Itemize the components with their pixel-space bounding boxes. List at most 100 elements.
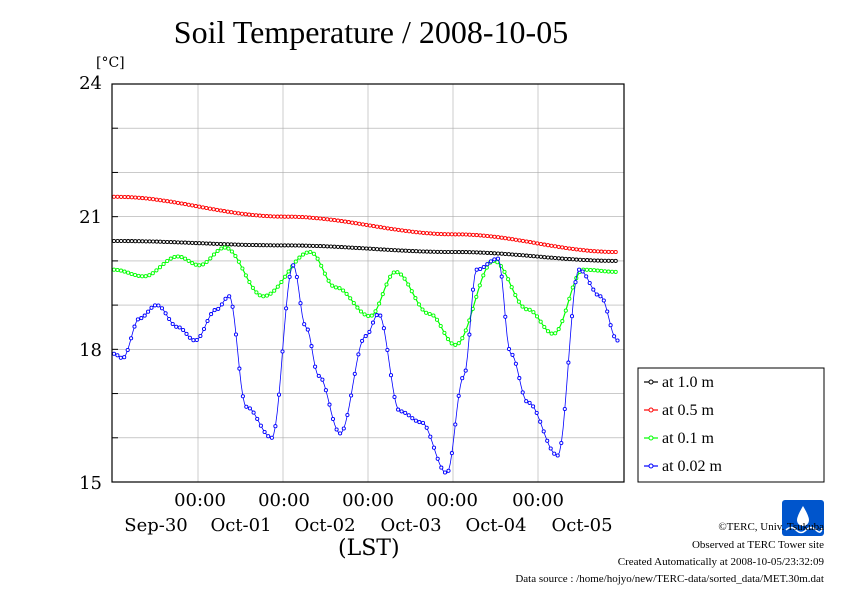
data-point [158, 198, 163, 203]
data-point [560, 245, 565, 250]
data-point [385, 247, 390, 252]
data-point [266, 434, 271, 439]
data-point [139, 316, 144, 321]
data-point [303, 215, 309, 220]
data-point [388, 274, 393, 279]
data-point [613, 258, 618, 263]
data-point [375, 224, 380, 229]
legend-box [637, 367, 825, 483]
data-point [615, 338, 620, 343]
data-point [219, 302, 224, 307]
data-point [524, 253, 529, 258]
data-point [313, 364, 318, 369]
data-point [198, 333, 203, 339]
data-point [186, 202, 191, 207]
data-point [502, 269, 507, 274]
data-point [325, 244, 330, 249]
data-point [378, 313, 383, 318]
data-point [294, 274, 299, 280]
data-point [302, 322, 307, 327]
data-point [584, 267, 589, 272]
data-point [398, 272, 404, 277]
data-point [254, 243, 259, 248]
data-point [271, 214, 277, 219]
data-point [581, 257, 586, 263]
data-point [613, 249, 618, 255]
data-point [172, 240, 177, 245]
data-point [218, 241, 223, 247]
data-point [330, 283, 335, 288]
data-point [567, 296, 572, 301]
data-point [239, 242, 245, 247]
data-point [520, 304, 525, 309]
data-point [279, 279, 284, 285]
data-point [186, 258, 191, 263]
footer-site: Observed at TERC Tower site [691, 539, 824, 551]
data-point [592, 258, 597, 263]
data-point [168, 240, 173, 245]
data-point [268, 291, 273, 296]
data-point [304, 250, 309, 255]
y-tick-label: 15 [79, 473, 102, 494]
data-point [605, 309, 610, 314]
data-point [257, 213, 262, 218]
data-point [456, 393, 461, 398]
data-point [119, 238, 124, 244]
data-point [528, 253, 533, 258]
data-point [399, 248, 405, 253]
data-point [122, 238, 127, 244]
data-point [474, 250, 479, 255]
legend-label: at 0.1 m [662, 430, 715, 447]
series-markers [111, 194, 618, 255]
data-point [492, 234, 497, 239]
data-point [495, 260, 500, 265]
legend: at 1.0 m at 0.5 m at 0.1 m at 0.02 m [637, 367, 825, 483]
data-point [555, 453, 560, 458]
data-point [481, 233, 486, 238]
data-point [531, 310, 536, 315]
data-point [413, 418, 418, 423]
data-point [183, 202, 188, 207]
series-markers [111, 256, 620, 475]
data-point [356, 352, 361, 357]
footer-credit: ©TERC, Univ. Tsukuba [718, 521, 824, 533]
data-point [506, 252, 511, 257]
data-point [111, 238, 117, 244]
data-point [243, 212, 248, 217]
data-point [346, 220, 351, 225]
data-point [588, 258, 593, 263]
data-point [610, 269, 615, 274]
data-point [207, 206, 213, 211]
data-point [573, 280, 578, 285]
data-point [549, 331, 554, 336]
data-point [226, 246, 231, 251]
data-point [367, 223, 373, 228]
x-axis-label: (LST) [338, 536, 400, 561]
data-point [190, 240, 195, 245]
data-point [391, 270, 396, 275]
data-point [488, 259, 493, 264]
data-point [111, 267, 117, 272]
data-point [553, 331, 558, 336]
data-point [291, 263, 296, 268]
data-point [499, 274, 504, 279]
data-point [410, 229, 415, 234]
data-point [552, 451, 557, 456]
data-point [421, 249, 426, 254]
data-point [143, 274, 148, 279]
data-point [165, 239, 170, 245]
data-point [396, 407, 401, 412]
data-point [161, 239, 166, 244]
data-point [541, 429, 546, 434]
data-point [409, 289, 414, 294]
data-point [428, 249, 433, 254]
data-point [478, 266, 483, 272]
data-point [118, 355, 123, 360]
data-point [481, 250, 486, 255]
data-point [197, 263, 202, 268]
data-point [280, 349, 285, 354]
data-point [538, 419, 543, 424]
data-point [215, 207, 220, 212]
data-point [236, 211, 241, 216]
data-point [601, 298, 606, 303]
